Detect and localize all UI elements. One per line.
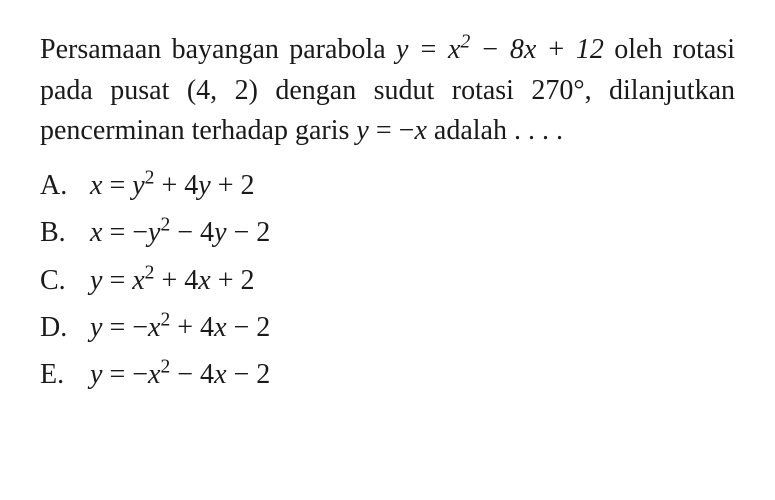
equation-main: y = x2 − 8x + 12 (396, 34, 604, 65)
option-a-label: A. (40, 164, 90, 207)
question-text-part5: adalah . . . . (427, 115, 563, 146)
option-a: A. x = y2 + 4y + 2 (40, 164, 735, 207)
option-c: C. y = x2 + 4x + 2 (40, 259, 735, 302)
option-e-expression: y = −x2 − 4x − 2 (90, 353, 735, 396)
equation-line: y = −x (356, 115, 426, 146)
option-d-expression: y = −x2 + 4x − 2 (90, 306, 735, 349)
option-b-expression: x = −y2 − 4y − 2 (90, 211, 735, 254)
option-a-expression: x = y2 + 4y + 2 (90, 164, 735, 207)
option-c-expression: y = x2 + 4x + 2 (90, 259, 735, 302)
option-d: D. y = −x2 + 4x − 2 (40, 306, 735, 349)
option-e: E. y = −x2 − 4x − 2 (40, 353, 735, 396)
question-text-part1: Persamaan bayangan parabola (40, 34, 396, 65)
option-c-label: C. (40, 259, 90, 302)
option-b-label: B. (40, 211, 90, 254)
options-list: A. x = y2 + 4y + 2 B. x = −y2 − 4y − 2 C… (40, 164, 735, 397)
question-stem: Persamaan bayangan parabola y = x2 − 8x … (40, 30, 735, 152)
option-b: B. x = −y2 − 4y − 2 (40, 211, 735, 254)
option-d-label: D. (40, 306, 90, 349)
option-e-label: E. (40, 353, 90, 396)
question-text-part4: terhadap garis (192, 115, 357, 146)
